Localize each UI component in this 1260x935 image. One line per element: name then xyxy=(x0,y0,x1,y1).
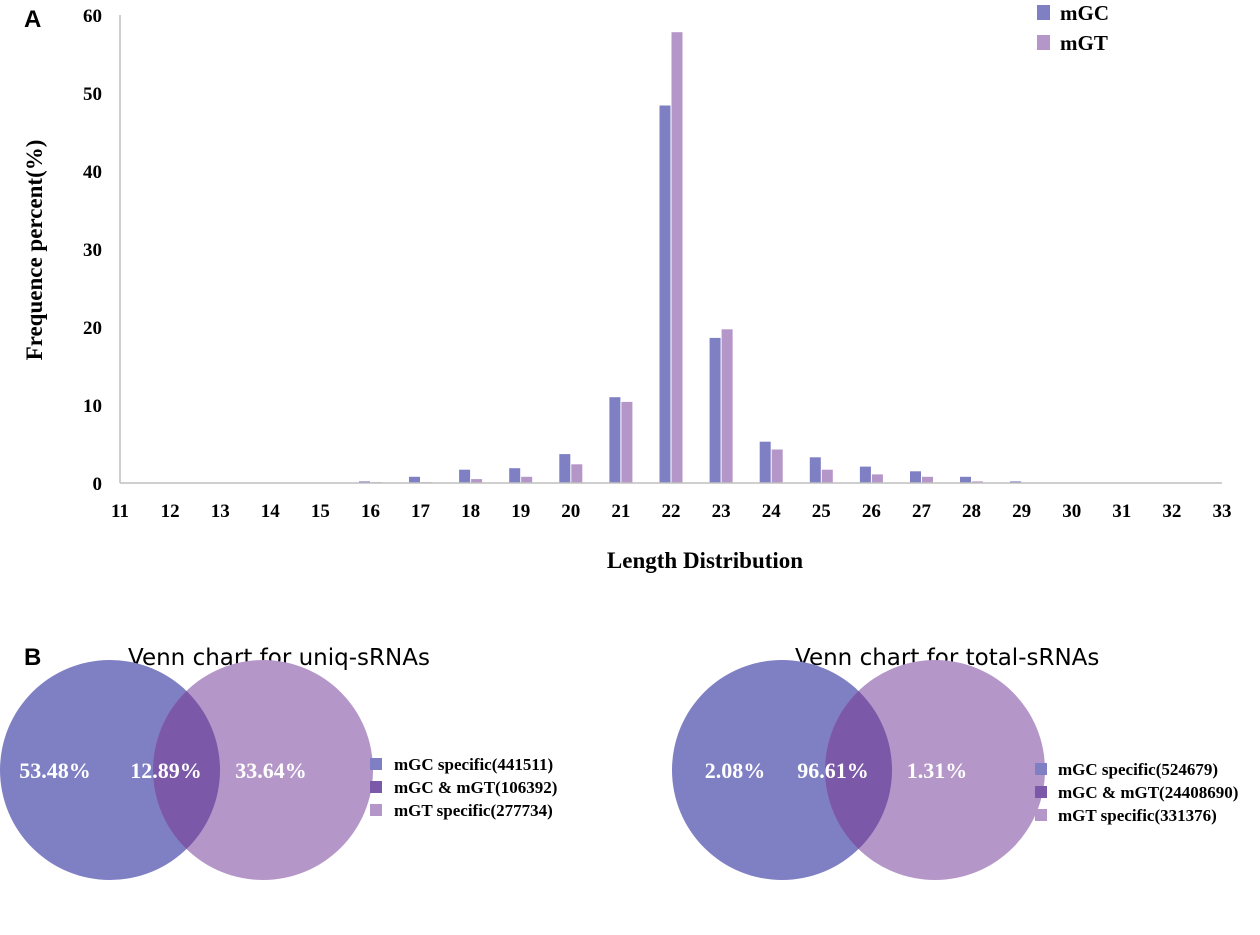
y-tick-label: 30 xyxy=(83,240,102,261)
bar-mgc-25 xyxy=(809,457,821,483)
venn-legend-label-mgc: mGC specific(524679) xyxy=(1058,760,1218,779)
y-tick-label: 0 xyxy=(93,474,103,495)
bar-mgc-17 xyxy=(409,476,420,483)
x-tick-label: 19 xyxy=(511,501,530,522)
venn-legend-total: mGC specific(524679) mGC & mGT(24408690)… xyxy=(1035,760,1238,825)
legend-swatch-mgc xyxy=(1037,5,1050,20)
legend-label-mgt: mGT xyxy=(1060,31,1108,55)
bar-mgt-24 xyxy=(771,449,783,483)
x-tick-label: 17 xyxy=(411,501,431,522)
x-tick-label: 27 xyxy=(912,501,932,522)
venn-circle-mgt xyxy=(153,660,373,880)
y-tick-label: 40 xyxy=(83,162,102,183)
venn-legend-swatch-mgt xyxy=(1035,809,1047,821)
x-tick-label: 20 xyxy=(561,501,580,522)
venn-pct-mgt: 1.31% xyxy=(907,758,968,783)
venn-legend-label-overlap: mGC & mGT(106392) xyxy=(394,778,557,797)
legend-swatch-mgt xyxy=(1037,35,1050,50)
venn-legend-swatch-mgt xyxy=(370,804,382,816)
bar-group xyxy=(359,32,1022,483)
venn-circle-mgc xyxy=(0,660,220,880)
x-tick-label: 14 xyxy=(261,501,281,522)
bar-mgc-21 xyxy=(609,397,621,483)
bar-mgt-18 xyxy=(471,479,483,483)
venn-pct-overlap: 96.61% xyxy=(797,758,869,783)
venn-pct-mgt: 33.64% xyxy=(235,758,307,783)
bar-mgt-19 xyxy=(521,476,533,483)
x-tick-label: 18 xyxy=(461,501,480,522)
bar-mgt-22 xyxy=(671,32,683,483)
bar-mgt-25 xyxy=(821,469,833,483)
x-tick-label: 30 xyxy=(1062,501,1081,522)
bar-mgc-26 xyxy=(859,466,871,483)
y-tick-labels: 0 10 20 30 40 50 60 xyxy=(83,6,102,495)
venn-legend-label-mgt: mGT specific(331376) xyxy=(1058,806,1217,825)
venn-pct-mgc: 53.48% xyxy=(19,758,91,783)
venn-legend-swatch-overlap xyxy=(1035,786,1047,798)
bar-mgc-16 xyxy=(359,481,370,483)
bar-chart: 0 10 20 30 40 50 60 11 12 13 14 15 16 17 18 19 20 21 22 23… xyxy=(22,1,1232,573)
venn-total-srnas: Venn chart for total-sRNAs 2.08% 96.61% … xyxy=(672,645,1238,880)
bar-mgt-28 xyxy=(972,481,983,483)
venn-uniq-srnas: Venn chart for uniq-sRNAs 53.48% 12.89% … xyxy=(0,645,557,880)
bar-mgc-19 xyxy=(509,468,521,483)
venn-legend-uniq: mGC specific(441511) mGC & mGT(106392) m… xyxy=(370,755,557,820)
x-tick-label: 11 xyxy=(111,501,129,522)
bar-mgc-29 xyxy=(1010,481,1022,483)
x-tick-label: 24 xyxy=(762,501,782,522)
x-tick-label: 13 xyxy=(211,501,230,522)
x-tick-label: 26 xyxy=(862,501,881,522)
legend-label-mgc: mGC xyxy=(1060,1,1109,25)
x-tick-label: 31 xyxy=(1112,501,1131,522)
chart-legend: mGC mGT xyxy=(1037,1,1109,55)
x-tick-label: 33 xyxy=(1213,501,1232,522)
y-tick-label: 60 xyxy=(83,6,102,27)
x-tick-label: 15 xyxy=(311,501,330,522)
y-tick-label: 50 xyxy=(83,84,102,105)
y-tick-label: 10 xyxy=(83,396,102,417)
venn-legend-swatch-mgc xyxy=(370,758,382,770)
bar-mgt-20 xyxy=(571,464,583,483)
venn-legend-swatch-overlap xyxy=(370,781,382,793)
bar-mgc-27 xyxy=(910,471,921,483)
x-tick-label: 16 xyxy=(361,501,380,522)
venn-legend-label-mgc: mGC specific(441511) xyxy=(394,755,553,774)
x-tick-label: 25 xyxy=(812,501,831,522)
y-tick-label: 20 xyxy=(83,318,102,339)
bar-mgt-23 xyxy=(721,329,733,483)
bar-mgc-18 xyxy=(459,469,471,483)
bar-mgt-27 xyxy=(922,476,933,483)
x-tick-label: 22 xyxy=(662,501,681,522)
x-tick-labels: 11 12 13 14 15 16 17 18 19 20 21 22 23 24 25 26 27 28 29 30… xyxy=(111,501,1231,522)
x-tick-label: 28 xyxy=(962,501,981,522)
venn-circle-mgt xyxy=(825,660,1045,880)
bar-mgc-23 xyxy=(709,337,721,483)
bar-mgc-20 xyxy=(559,454,571,483)
venn-legend-label-mgt: mGT specific(277734) xyxy=(394,801,553,820)
x-tick-label: 32 xyxy=(1162,501,1181,522)
venn-pct-overlap: 12.89% xyxy=(130,758,202,783)
bar-mgc-24 xyxy=(759,441,771,483)
panel-a-label: A xyxy=(24,6,41,33)
venn-legend-label-overlap: mGC & mGT(24408690) xyxy=(1058,783,1238,802)
venn-pct-mgc: 2.08% xyxy=(705,758,766,783)
x-axis-title: Length Distribution xyxy=(607,548,803,573)
venn-legend-swatch-mgc xyxy=(1035,763,1047,775)
bar-mgc-28 xyxy=(960,476,971,483)
panel-b-label: B xyxy=(24,644,41,671)
bar-mgt-26 xyxy=(871,474,883,483)
x-tick-label: 21 xyxy=(611,501,630,522)
x-tick-label: 29 xyxy=(1012,501,1031,522)
venn-circle-mgc xyxy=(672,660,892,880)
x-tick-label: 12 xyxy=(161,501,180,522)
bar-mgc-22 xyxy=(659,105,671,483)
x-tick-label: 23 xyxy=(712,501,731,522)
y-axis-title: Frequence percent(%) xyxy=(22,140,47,361)
bar-mgt-21 xyxy=(621,401,633,483)
